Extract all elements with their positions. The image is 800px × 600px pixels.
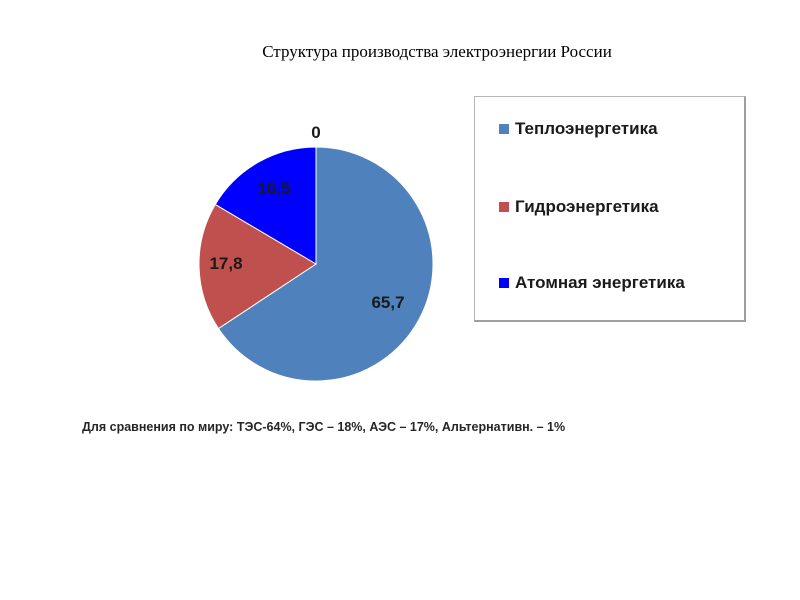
legend-item-gidro: Гидроэнергетика (499, 197, 659, 217)
data-label-teplo: 65,7 (371, 293, 404, 312)
pie-slice-teplo (217, 146, 434, 382)
legend-label-teplo: Теплоэнергетика (515, 119, 658, 138)
legend-swatch-gidro (499, 202, 509, 212)
legend-item-teplo: Теплоэнергетика (499, 119, 658, 139)
legend-label-atom: Атомная энергетика (515, 273, 685, 292)
chart-legend: Теплоэнергетика Гидроэнергетика Атомная … (474, 96, 746, 322)
legend-swatch-atom (499, 278, 509, 288)
data-label-gidro: 17,8 (209, 254, 242, 273)
data-label-atom: 16,5 (257, 179, 290, 198)
chart-title: Структура производства электроэнергии Ро… (262, 42, 612, 61)
comparison-footnote: Для сравнения по миру: ТЭС-64%, ГЭС – 18… (82, 420, 566, 434)
pie-slice-gidro (198, 203, 317, 330)
pie-slice-atom (214, 146, 317, 265)
legend-label-gidro: Гидроэнергетика (515, 197, 659, 216)
legend-item-atom: Атомная энергетика (499, 273, 685, 293)
legend-swatch-teplo (499, 124, 509, 134)
data-label-other: 0 (311, 123, 320, 142)
